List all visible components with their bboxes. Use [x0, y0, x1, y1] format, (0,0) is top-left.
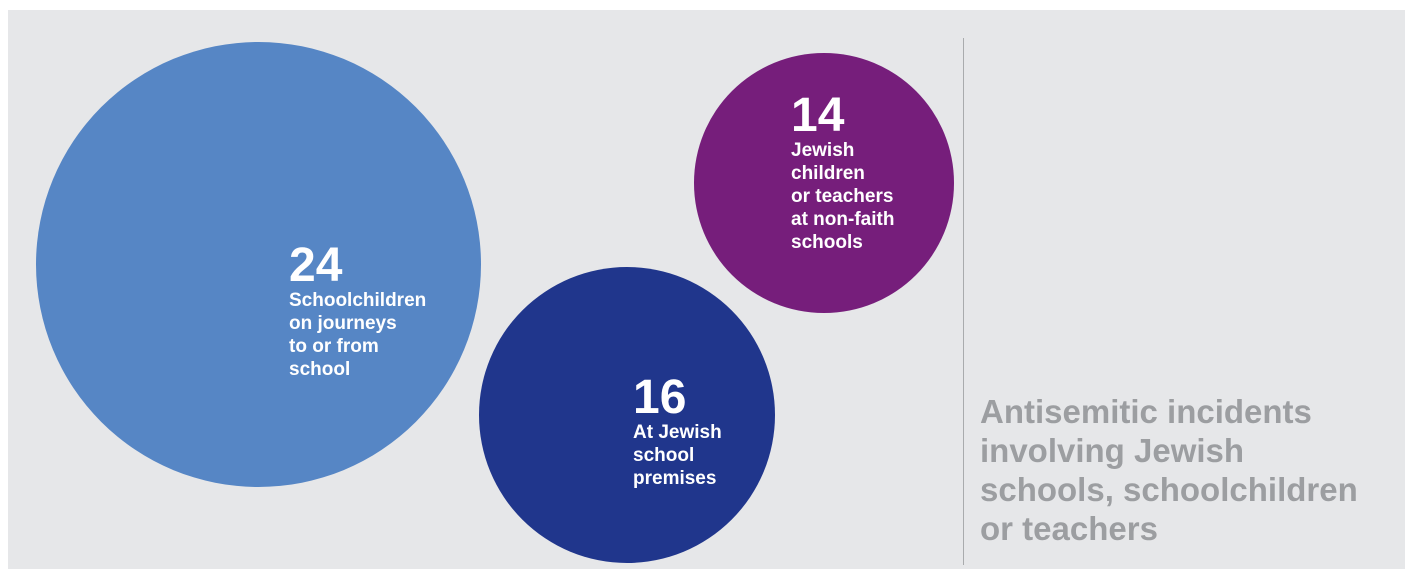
desc-non-faith-schools: Jewish children or teachers at non-faith… [791, 140, 895, 253]
label-jewish-school-premises: 16 At Jewish school premises [633, 371, 722, 490]
label-journeys: 24 Schoolchildren on journeys to or from… [289, 239, 427, 381]
label-non-faith-schools: 14 Jewish children or teachers at non-fa… [791, 89, 895, 254]
desc-jewish-school-premises: At Jewish school premises [633, 422, 722, 489]
value-journeys: 24 [289, 239, 343, 292]
bubble-journeys [35, 41, 481, 487]
divider-line [963, 38, 964, 565]
bubble-jewish-school-premises [478, 266, 776, 564]
bubble-non-faith-schools [694, 53, 954, 313]
chart-title: Antisemitic incidents involving Jewish s… [980, 393, 1358, 547]
value-non-faith-schools: 14 [791, 89, 845, 142]
value-jewish-school-premises: 16 [633, 371, 687, 424]
desc-journeys: Schoolchildren on journeys to or from sc… [289, 290, 427, 380]
